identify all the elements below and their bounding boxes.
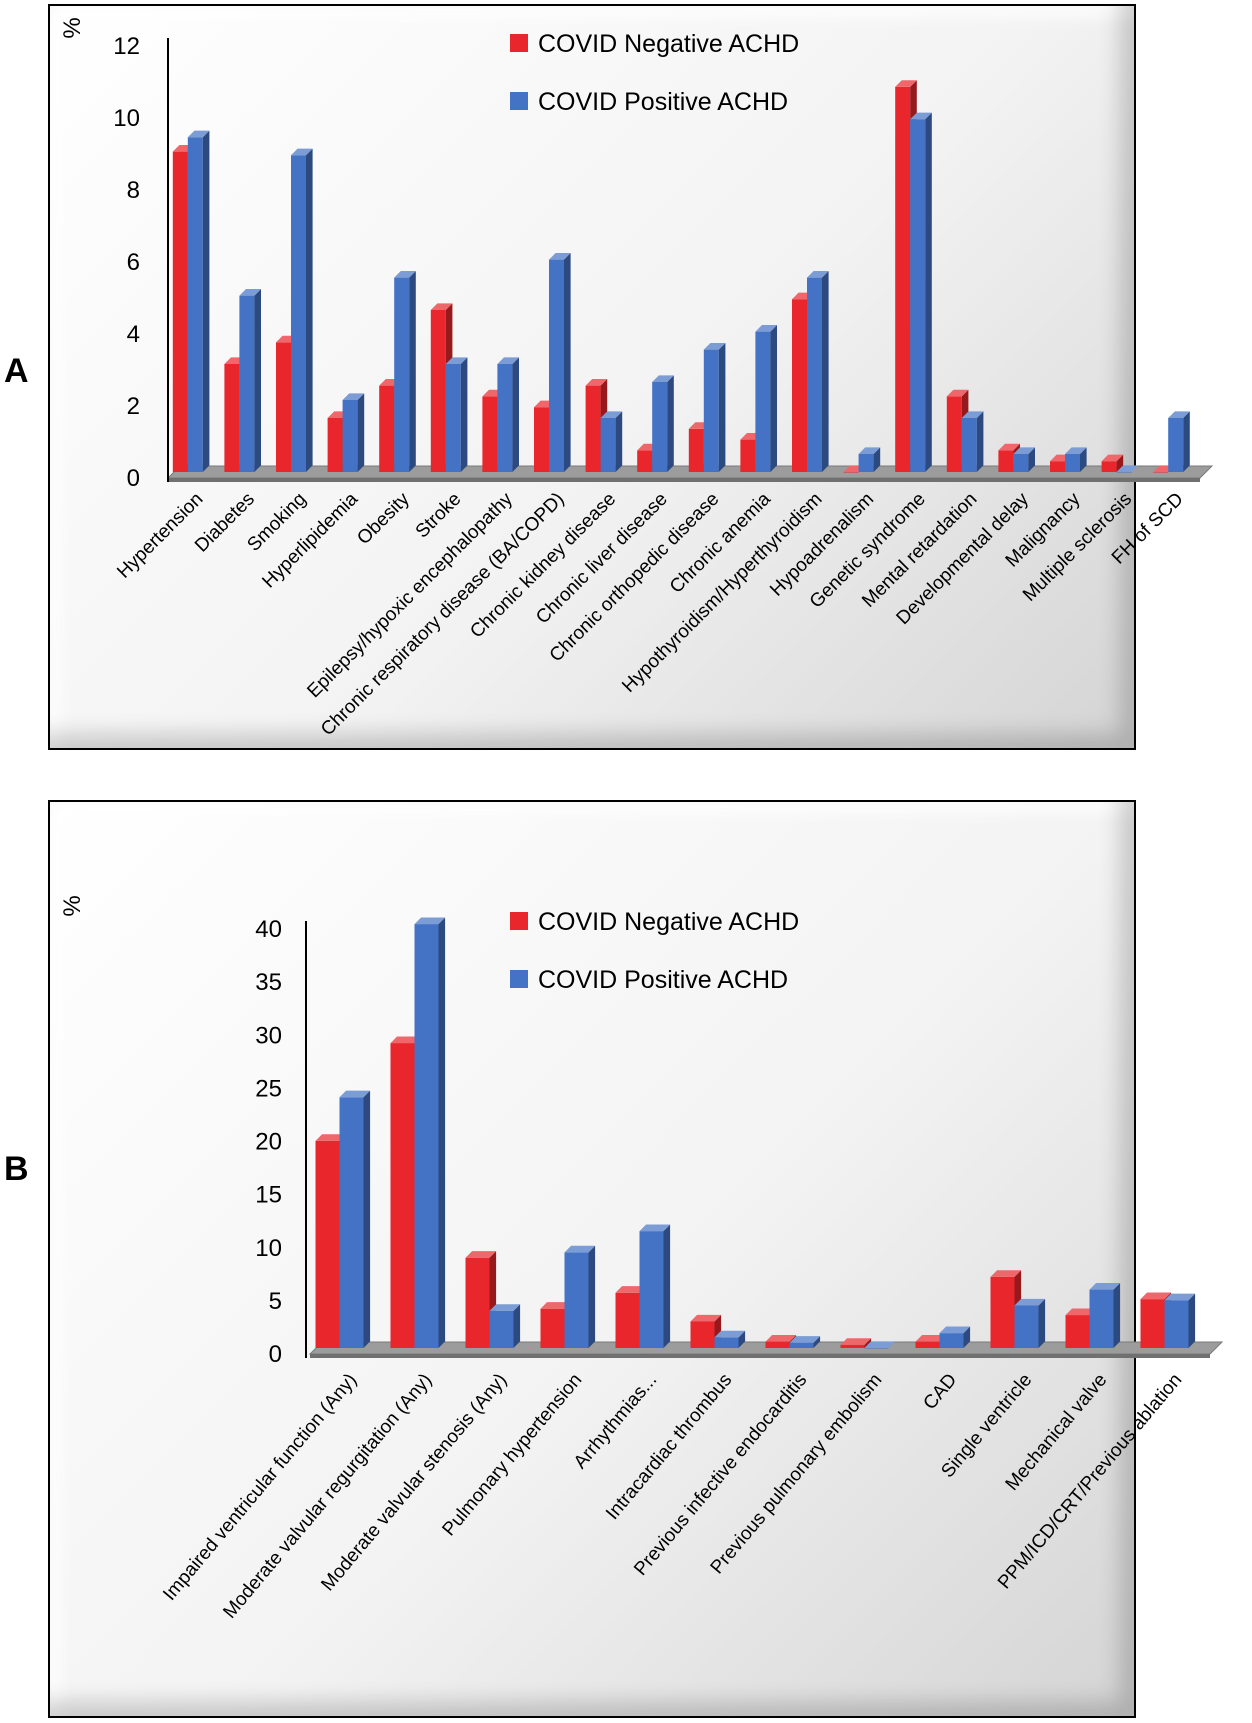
legend-swatch-positive <box>510 92 528 110</box>
bar-positive-mental-retardation <box>961 411 984 472</box>
y-tick-label-4: 4 <box>127 321 140 348</box>
y-tick-label-0: 0 <box>269 1341 282 1368</box>
y-tick-label-8: 8 <box>127 177 140 204</box>
legend-label-positive: COVID Positive ACHD <box>538 88 788 116</box>
y-tick-label-10: 10 <box>113 105 140 132</box>
y-tick-label-10: 10 <box>255 1235 282 1262</box>
y-tick-label-12: 12 <box>113 33 140 60</box>
bar-positive-epilepsy-hypoxic-encephalopathy <box>497 357 519 472</box>
y-tick-label-20: 20 <box>255 1129 282 1156</box>
bar-positive-hyperlipidemia <box>342 393 365 472</box>
y-unit-label-1: % <box>59 895 86 916</box>
bar-positive-diabetes <box>239 289 261 472</box>
bar-positive-impaired-ventricular-function-any <box>339 1090 371 1348</box>
bar-positive-mechanical-valve <box>1089 1282 1121 1348</box>
bar-negative-previous-pulmonary-embolism <box>840 1338 872 1348</box>
bar-positive-stroke <box>445 357 468 472</box>
bar-positive-obesity <box>394 271 416 472</box>
y-tick-label-6: 6 <box>127 249 140 276</box>
y-tick-label-35: 35 <box>255 969 282 996</box>
bar-positive-chronic-liver-disease <box>652 375 674 472</box>
y-tick-label-25: 25 <box>255 1075 282 1102</box>
category-label-pulmonary-hypertension: Pulmonary hypertension <box>439 1370 587 1540</box>
bar-positive-hypothyroidism-hyperthyroidism <box>807 271 829 472</box>
floor-edge-0 <box>168 478 1200 482</box>
legend-label-negative: COVID Negative ACHD <box>538 30 799 58</box>
bar-negative-ppm-icd-crt-previous-ablation <box>1140 1292 1172 1348</box>
bar-positive-chronic-respiratory-disease-ba-copd <box>549 253 571 472</box>
legend-label-negative: COVID Negative ACHD <box>538 908 799 936</box>
panel-letter-a: A <box>4 352 29 390</box>
legend-swatch-positive <box>510 970 528 988</box>
floor-edge-1 <box>310 1354 1210 1358</box>
bar-positive-single-ventricle <box>1014 1298 1046 1348</box>
bar-positive-chronic-orthopedic-disease <box>703 343 726 472</box>
y-tick-label-0: 0 <box>127 465 140 492</box>
legend-swatch-negative <box>510 912 528 930</box>
y-tick-label-5: 5 <box>269 1288 282 1315</box>
bar-positive-genetic-syndrome <box>910 112 932 472</box>
bar-positive-arrhythmias <box>639 1224 671 1348</box>
category-label-intracardiac-thrombus: Intracardiac thrombus <box>602 1370 736 1524</box>
legend-swatch-negative <box>510 34 528 52</box>
category-label-cad: CAD <box>919 1370 961 1414</box>
bar-positive-chronic-anemia <box>755 325 777 472</box>
bar-positive-developmental-delay <box>1013 447 1035 472</box>
bar-positive-smoking <box>291 148 313 472</box>
bar-negative-multiple-sclerosis <box>1101 454 1124 472</box>
bar-positive-malignancy <box>1065 447 1087 472</box>
y-tick-label-15: 15 <box>255 1182 282 1209</box>
bar-positive-previous-pulmonary-embolism <box>864 1341 896 1349</box>
y-tick-label-2: 2 <box>127 393 140 420</box>
bar-positive-moderate-valvular-stenosis-any <box>489 1304 521 1348</box>
y-tick-label-40: 40 <box>255 916 282 943</box>
bar-positive-ppm-icd-crt-previous-ablation <box>1164 1293 1196 1348</box>
legend-label-positive: COVID Positive ACHD <box>538 966 788 994</box>
y-tick-label-30: 30 <box>255 1022 282 1049</box>
bar-positive-moderate-valvular-regurgitation-any <box>414 917 446 1348</box>
bar-positive-previous-infective-endocarditis <box>789 1336 821 1348</box>
bar-positive-intracardiac-thrombus <box>714 1330 746 1348</box>
bar-positive-fh-of-scd <box>1168 411 1190 472</box>
bar-positive-cad <box>939 1326 971 1348</box>
bar-negative-arrhythmias <box>615 1286 647 1348</box>
bar-positive-hypoadrenalism <box>858 447 881 472</box>
panel-letter-b: B <box>4 1150 29 1188</box>
bar-positive-multiple-sclerosis <box>1116 465 1139 473</box>
y-unit-label-0: % <box>59 17 86 38</box>
bar-positive-pulmonary-hypertension <box>564 1245 596 1348</box>
bar-positive-chronic-kidney-disease <box>600 411 623 472</box>
bar-positive-hypertension <box>187 130 210 472</box>
